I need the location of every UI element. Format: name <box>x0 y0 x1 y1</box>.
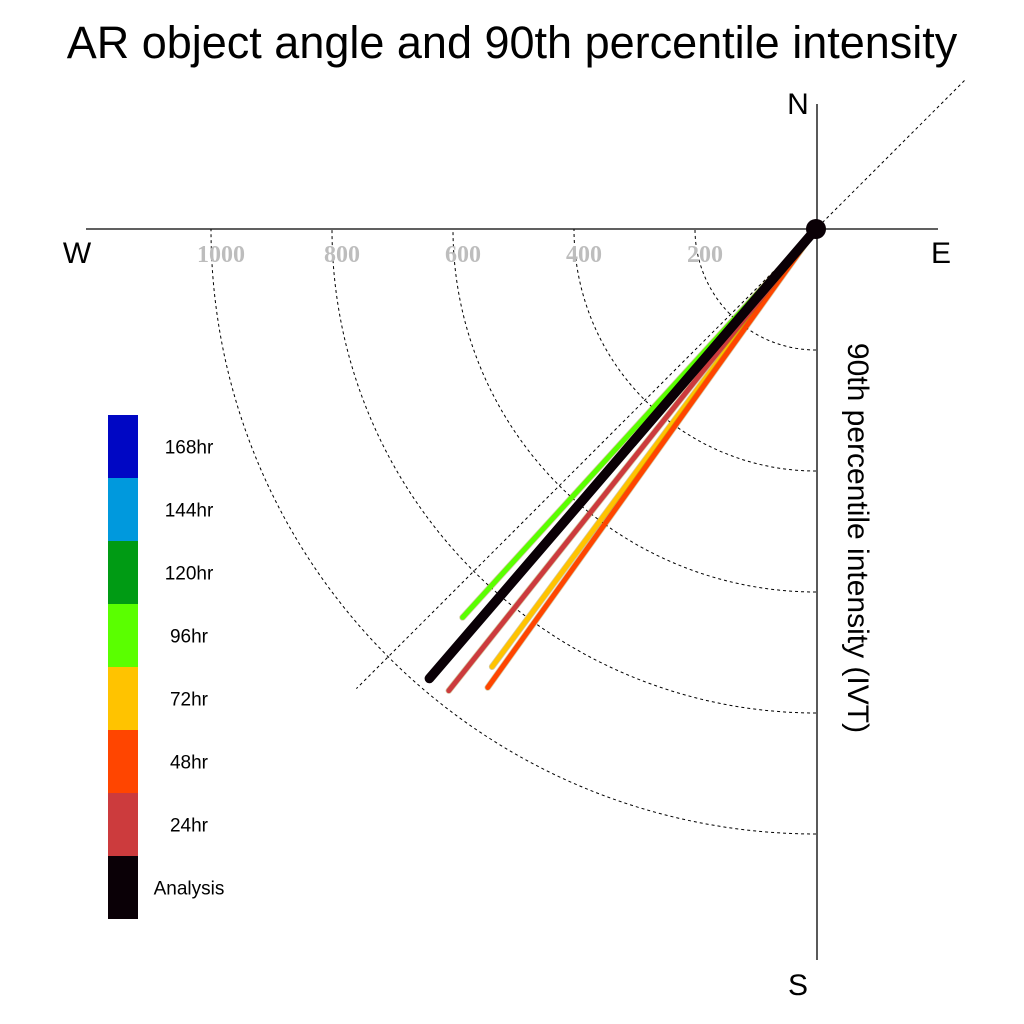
series-layer <box>424 224 821 694</box>
tick-label-800: 800 <box>324 242 360 268</box>
grid-arc-200 <box>694 228 817 351</box>
series-ray-48hr <box>485 226 819 690</box>
grid-arc-400 <box>573 228 817 472</box>
compass-e: E <box>931 237 951 270</box>
grid-diagonal <box>356 80 965 689</box>
grid-arc-800 <box>331 228 817 714</box>
tick-label-600: 600 <box>445 242 481 268</box>
legend-label-analysis: Analysis <box>154 879 225 900</box>
tick-label-200: 200 <box>687 242 723 268</box>
legend-label-168hr: 168hr <box>165 438 214 459</box>
legend-swatch-96hr <box>108 604 138 667</box>
radial-axis-label: 90th percentile intensity (IVT) <box>841 343 874 733</box>
compass-n: N <box>787 88 809 121</box>
origin-marker <box>806 219 826 239</box>
tick-label-1000: 1000 <box>197 242 245 268</box>
legend-swatch-analysis <box>108 856 138 919</box>
legend-label-24hr: 24hr <box>170 816 209 837</box>
grid-arc-1000 <box>210 228 817 835</box>
legend-swatch-48hr <box>108 730 138 793</box>
legend-swatch-144hr <box>108 478 138 541</box>
legend-label-48hr: 48hr <box>170 753 209 774</box>
legend-label-72hr: 72hr <box>170 690 209 711</box>
compass-s: S <box>788 969 808 1002</box>
series-ray-analysis <box>425 225 820 683</box>
legend-label-120hr: 120hr <box>165 564 214 585</box>
chart-title: AR object angle and 90th percentile inte… <box>67 17 958 68</box>
compass-w: W <box>63 237 92 270</box>
legend-swatch-120hr <box>108 541 138 604</box>
legend-swatch-72hr <box>108 667 138 730</box>
radial-tick-labels: 200 400 600 800 1000 <box>197 242 723 268</box>
legend-swatch-24hr <box>108 793 138 856</box>
grid-layer <box>210 80 965 835</box>
legend: 168hr 144hr 120hr 96hr 72hr 48hr 24hr Analysis <box>108 415 224 919</box>
tick-label-400: 400 <box>566 242 602 268</box>
legend-label-96hr: 96hr <box>170 627 209 648</box>
legend-swatch-168hr <box>108 415 138 478</box>
legend-label-144hr: 144hr <box>165 501 214 522</box>
